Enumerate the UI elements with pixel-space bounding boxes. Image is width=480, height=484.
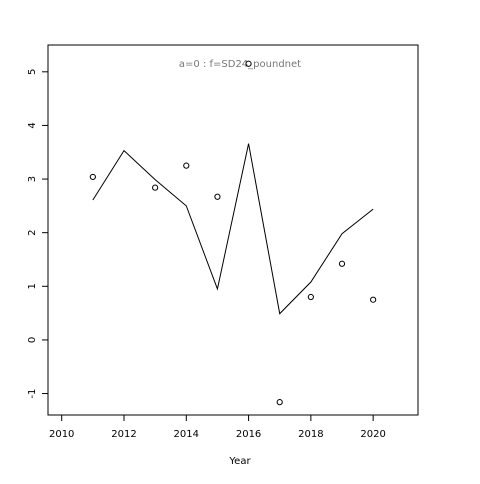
x-axis-label: Year (228, 456, 251, 467)
x-tick-label: 2014 (174, 429, 199, 440)
y-tick-label: 1 (27, 283, 38, 289)
x-tick-label: 2016 (236, 429, 261, 440)
x-tick-label: 2012 (111, 429, 136, 440)
y-tick-label: 4 (27, 122, 38, 128)
y-tick-label: -1 (27, 389, 38, 399)
chart-title: a=0 : f=SD24_poundnet (179, 59, 301, 70)
y-tick-label: 0 (27, 337, 38, 343)
point (370, 296, 377, 303)
y-tick-label: 2 (27, 229, 38, 235)
x-tick-label: 2010 (49, 429, 74, 440)
point (276, 399, 283, 406)
point (214, 193, 221, 200)
line (92, 143, 374, 315)
point (183, 162, 190, 169)
plot-box (47, 44, 419, 416)
point (152, 184, 159, 191)
x-tick-label: 2020 (360, 429, 385, 440)
point (245, 60, 252, 67)
y-tick-label: 5 (27, 69, 38, 75)
x-tick-label: 2018 (298, 429, 323, 440)
point (338, 260, 346, 267)
point (307, 293, 314, 301)
point (89, 173, 96, 181)
y-tick-label: 3 (27, 176, 38, 182)
